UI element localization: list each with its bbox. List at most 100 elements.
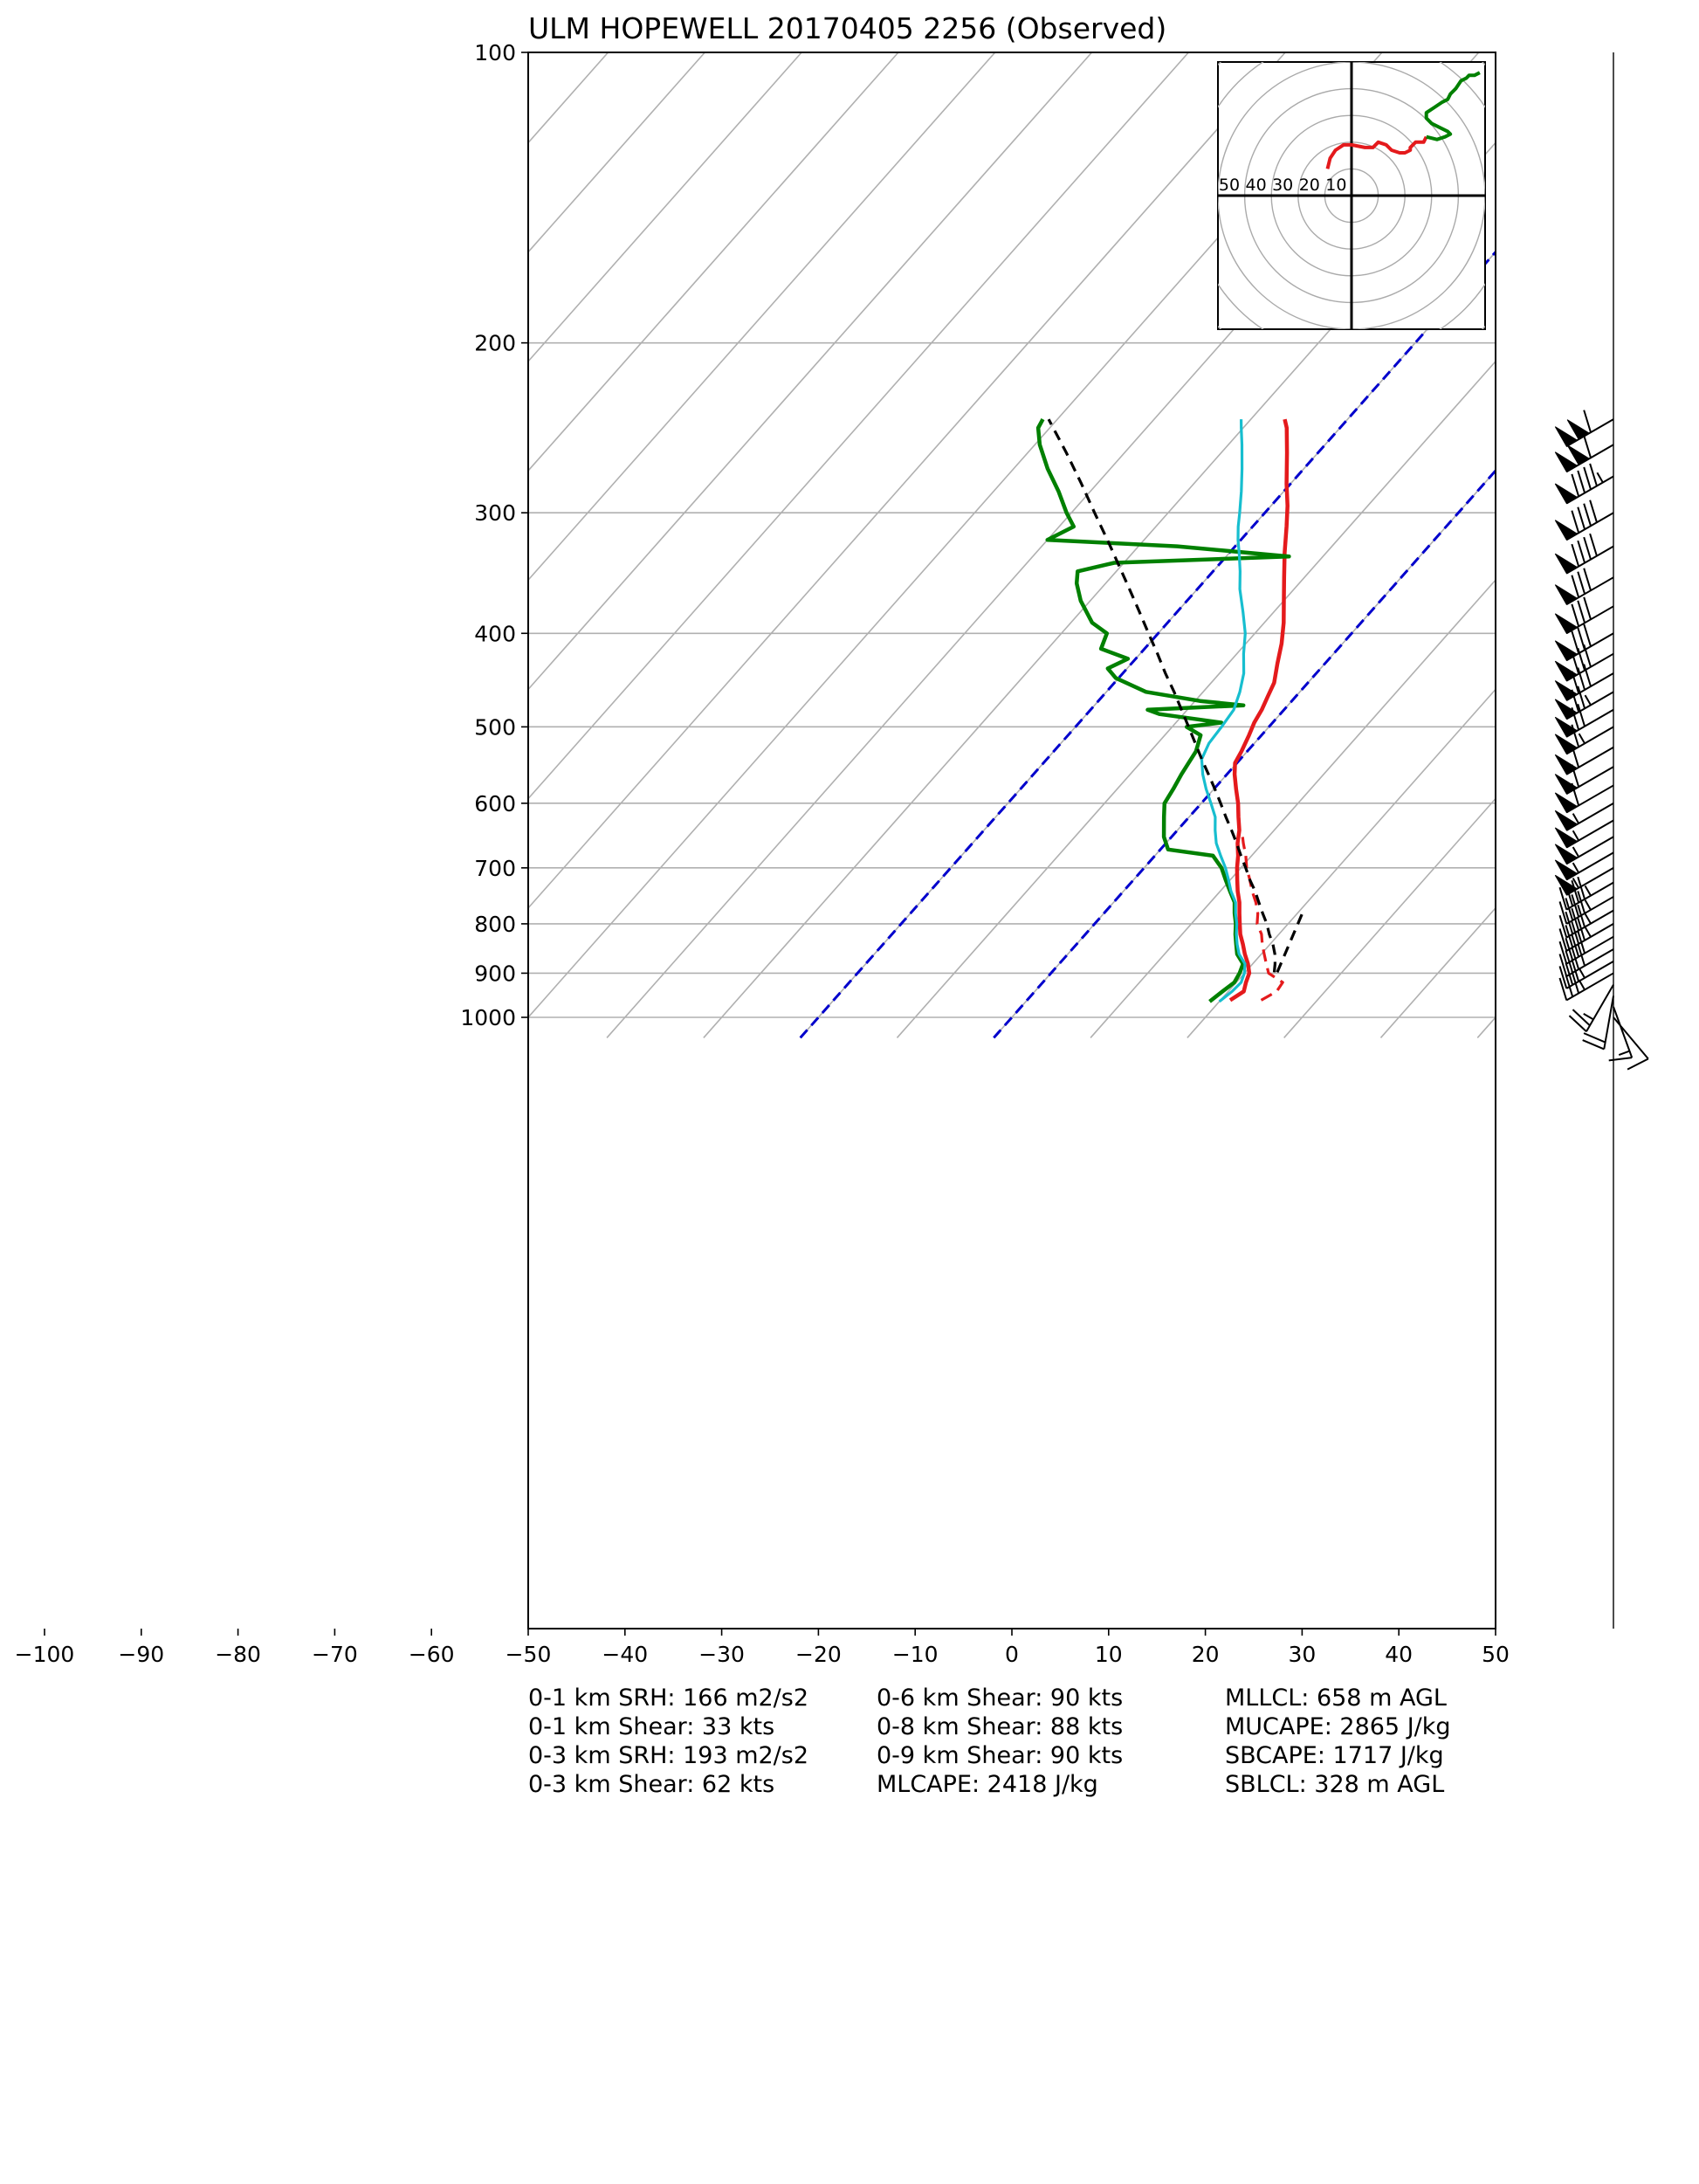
wind-barb-staff — [1613, 1006, 1634, 1058]
wind-barb — [1554, 724, 1614, 755]
temperature-tick-label: −70 — [312, 1642, 358, 1667]
wind-barb-half — [1596, 472, 1604, 483]
wind-barb — [1554, 533, 1614, 575]
isotherm-gridline — [528, 52, 802, 363]
isotherm-gridline — [1283, 797, 1496, 1038]
wind-barb-full — [1558, 940, 1568, 964]
temperature-tick-label: −10 — [892, 1642, 939, 1667]
isotherm-gridline — [896, 360, 1496, 1038]
wind-barb-staff — [1586, 984, 1614, 1032]
parcel-dashed-low-profile — [1276, 913, 1304, 974]
wind-barb-full — [1558, 886, 1568, 910]
isotherm-gridline — [528, 52, 705, 253]
wind-barb — [1554, 410, 1614, 447]
wind-barb-full — [1589, 463, 1598, 486]
parcel-dashed-profile — [1047, 418, 1276, 973]
temperature-tick-label: 20 — [1192, 1642, 1220, 1667]
wind-barb-full — [1571, 894, 1580, 918]
wind-barb-flag — [1554, 451, 1579, 472]
isotherm-gridline — [528, 52, 996, 582]
virtual-temperature-dashed-profile — [1241, 833, 1284, 1002]
wind-barb-half — [1618, 1050, 1630, 1056]
wind-barb — [1568, 984, 1614, 1033]
wind-barb-full — [1571, 575, 1580, 598]
wind-barb-staff — [1565, 909, 1614, 939]
wind-barb — [1558, 970, 1614, 1002]
wind-barb — [1554, 463, 1614, 505]
wind-barb-half — [1572, 846, 1580, 858]
wind-barb-flag — [1554, 520, 1579, 541]
wind-barb-full — [1583, 568, 1592, 591]
highlighted-isotherm — [799, 250, 1496, 1039]
pressure-tick-label: 600 — [474, 791, 516, 816]
wind-barb-half — [1584, 899, 1592, 911]
wind-barb-full — [1571, 764, 1580, 788]
pressure-tick-label: 200 — [474, 331, 516, 356]
wind-barb — [1558, 959, 1614, 989]
wind-barb-half — [1572, 830, 1580, 841]
wind-barb-staff — [1603, 996, 1614, 1050]
wind-barb — [1558, 904, 1614, 939]
stat-line: SBLCL: 328 m AGL — [1225, 1771, 1445, 1798]
wind-barb-full — [1571, 879, 1580, 903]
temperature-tick-label: −60 — [409, 1642, 455, 1667]
hodograph-ring-label: 40 — [1246, 176, 1267, 195]
wind-barb-full — [1583, 624, 1592, 647]
stat-line: SBCAPE: 1717 J/kg — [1225, 1742, 1444, 1769]
stat-line: 0-9 km Shear: 90 kts — [877, 1742, 1124, 1769]
wind-barb-full — [1571, 706, 1580, 731]
wind-barb-half — [1584, 913, 1592, 925]
pressure-tick-label: 1000 — [460, 1005, 516, 1030]
wind-barb-full — [1572, 1009, 1591, 1027]
wind-barb-full — [1577, 686, 1586, 709]
wet-bulb-profile — [1200, 419, 1247, 1003]
pressure-tick-label: 700 — [474, 856, 516, 881]
wind-barb-full — [1565, 937, 1574, 961]
wind-barb-full — [1577, 540, 1586, 563]
wind-barb-full — [1627, 1058, 1649, 1071]
highlighted-isotherm — [993, 468, 1496, 1039]
wind-barb-flag — [1554, 754, 1579, 775]
wind-barb — [1554, 499, 1614, 541]
isotherm-gridline — [528, 52, 1286, 910]
wind-barb-full — [1583, 503, 1592, 527]
wind-barb-flag — [1554, 553, 1579, 575]
hodograph-ring-label: 50 — [1219, 176, 1240, 195]
wind-barb — [1582, 996, 1614, 1051]
stat-line: 0-1 km SRH: 166 m2/s2 — [528, 1685, 809, 1712]
wind-barb — [1554, 819, 1614, 849]
stats-column-2: 0-6 km Shear: 90 kts 0-8 km Shear: 88 kt… — [877, 1684, 1123, 1799]
stat-line: MUCAPE: 2865 J/kg — [1225, 1713, 1451, 1740]
pressure-tick-label: 300 — [474, 500, 516, 526]
wind-barb-full — [1577, 930, 1586, 954]
wind-barb-full — [1577, 600, 1586, 624]
wind-barb-full — [1571, 671, 1580, 694]
wind-barb-flag — [1554, 716, 1579, 738]
wind-barb-half — [1572, 878, 1580, 889]
temperature-tick-label: −100 — [15, 1642, 75, 1667]
wind-barb-full — [1577, 918, 1586, 941]
wind-barb-half — [1578, 979, 1586, 990]
wind-barb-full — [1577, 904, 1586, 927]
wind-barb — [1554, 836, 1614, 865]
isotherm-gridline — [528, 52, 609, 144]
wind-barb — [1554, 596, 1614, 635]
isotherm-gridline — [528, 52, 1189, 800]
wind-barb-full — [1577, 891, 1586, 914]
wind-barb-full — [1583, 596, 1592, 620]
temperature-tick-label: 50 — [1482, 1642, 1510, 1667]
stat-line: 0-8 km Shear: 88 kts — [877, 1713, 1124, 1740]
wind-barb — [1554, 782, 1614, 814]
dewpoint-profile — [1035, 418, 1291, 1003]
chart-title: ULM HOPEWELL 20170405 2256 (Observed) — [528, 11, 1166, 45]
stat-line: 0-1 km Shear: 33 kts — [528, 1713, 775, 1740]
wind-barb-full — [1577, 703, 1586, 727]
wind-barb-flag — [1554, 584, 1579, 605]
wind-barb-full — [1577, 943, 1586, 967]
wind-barb — [1554, 644, 1614, 682]
wind-barb-full — [1571, 689, 1580, 713]
wind-barb-flag — [1554, 660, 1579, 682]
hodograph-ring-label: 10 — [1325, 176, 1346, 195]
wind-barb-flag — [1554, 680, 1579, 701]
wind-barb-full — [1568, 1015, 1587, 1033]
